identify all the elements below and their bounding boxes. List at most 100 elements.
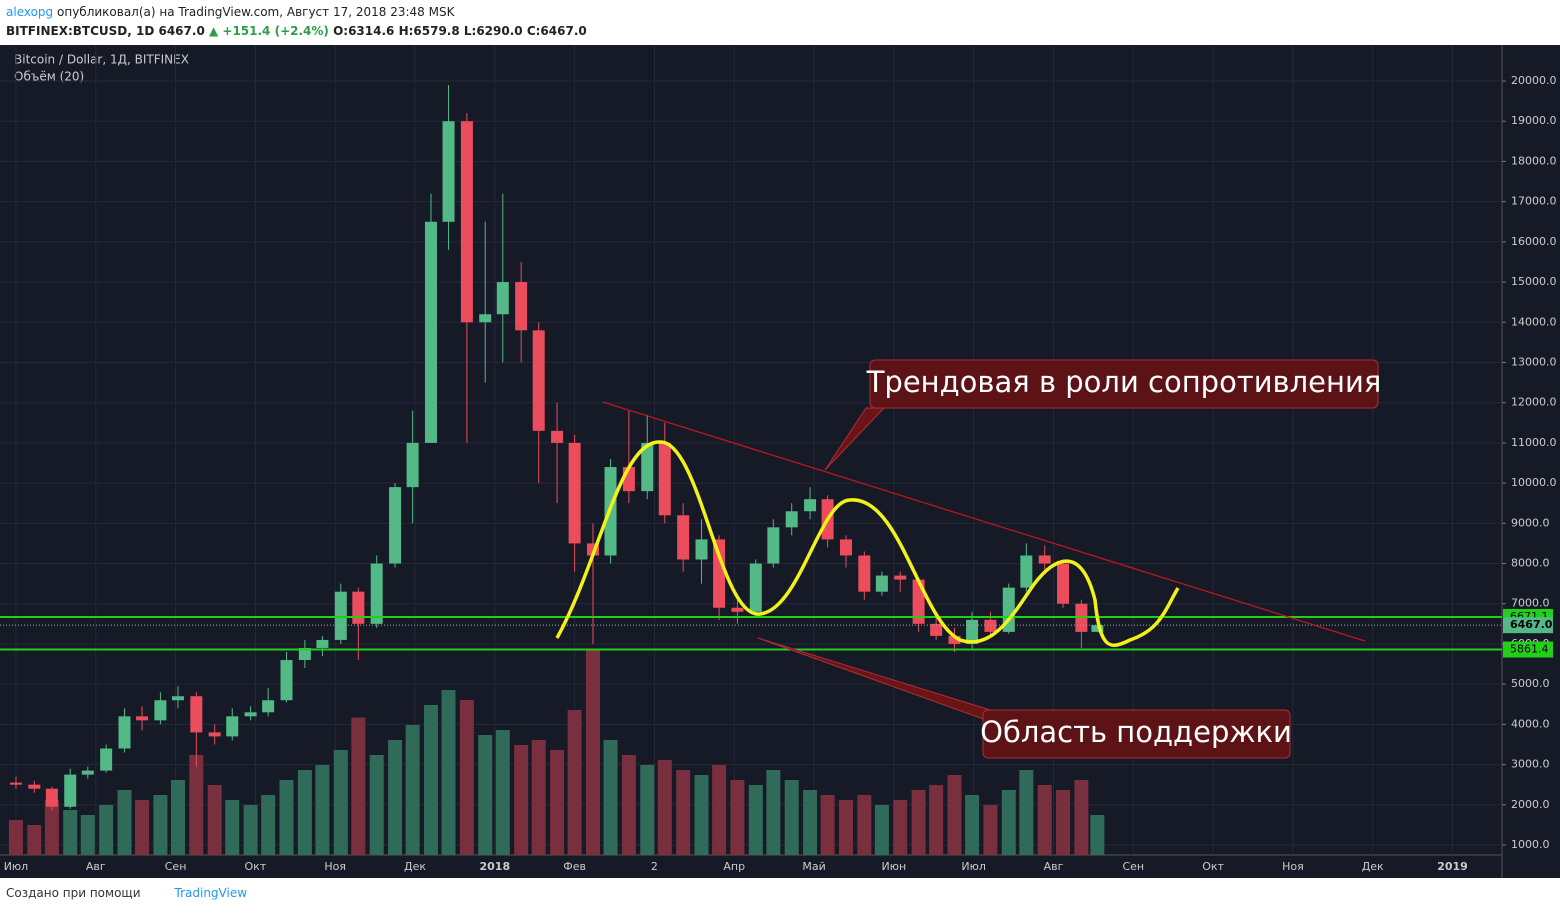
candle-body	[479, 314, 492, 323]
candle-body	[389, 487, 402, 564]
candle-body	[208, 732, 221, 737]
x-tick-label: Сен	[1122, 860, 1144, 873]
published: опубликовал(а) на TradingView.com, Авгус…	[57, 5, 455, 19]
x-tick-label: 2	[651, 860, 658, 873]
x-tick-label: Июн	[882, 860, 907, 873]
candle-body	[658, 442, 671, 516]
volume-bar	[929, 785, 944, 855]
candle-body	[1057, 563, 1070, 604]
candle-body	[442, 121, 455, 222]
x-tick-label: Авг	[1044, 860, 1064, 873]
x-tick-label: 2018	[480, 860, 511, 873]
y-tick-label: 5000.0	[1511, 677, 1550, 690]
volume-bar	[1037, 785, 1052, 855]
volume-bar	[1019, 770, 1034, 855]
candle-body	[1038, 555, 1051, 564]
candle-body	[731, 607, 744, 612]
candle-body	[424, 221, 437, 443]
volume-bar	[947, 775, 962, 855]
y-tick-label: 4000.0	[1511, 717, 1550, 730]
x-tick-label: Авг	[86, 860, 106, 873]
volume-bar	[153, 795, 168, 855]
volume-bar	[63, 810, 78, 855]
y-tick-label: 18000.0	[1511, 154, 1557, 167]
volume-bar	[874, 805, 889, 855]
price-tag-label: 6467.0	[1510, 618, 1553, 631]
annotation: Область поддержки	[980, 715, 1292, 749]
candle-body	[1020, 555, 1033, 588]
volume-bar	[261, 795, 276, 855]
volume-bar	[803, 790, 818, 855]
volume-bar	[657, 760, 672, 855]
volume-bar	[243, 805, 258, 855]
annotation: Трендовая в роли сопротивления	[866, 365, 1382, 399]
ohlc: O:6314.6 H:6579.8 L:6290.0 C:6467.0	[333, 24, 587, 38]
chart-bg	[0, 45, 1560, 878]
y-tick-label: 7000.0	[1511, 597, 1550, 610]
volume-bar	[189, 755, 204, 855]
volume-bar	[567, 710, 582, 855]
trend-line	[602, 401, 1366, 642]
volume-bar	[784, 780, 799, 855]
volume-bar	[893, 800, 908, 855]
candle-body	[298, 647, 311, 661]
candle-body	[875, 575, 888, 592]
y-tick-label: 11000.0	[1511, 436, 1557, 449]
change: ▲ +151.4 (+2.4%)	[208, 24, 329, 38]
volume-bar	[117, 790, 132, 855]
candle-body	[839, 539, 852, 556]
candle-body	[406, 442, 419, 488]
volume-bar	[459, 700, 474, 855]
candle-body	[930, 623, 943, 636]
y-tick-label: 8000.0	[1511, 557, 1550, 570]
hand-drawn-curve	[555, 440, 1180, 647]
x-tick-label: Дек	[1362, 860, 1384, 873]
footer: Создано при помощи TradingView	[6, 886, 247, 900]
candle-body	[460, 121, 473, 323]
volume-bar	[857, 795, 872, 855]
candle-body	[532, 330, 545, 431]
last: 6467.0	[158, 24, 205, 38]
x-tick-label: 2019	[1437, 860, 1468, 873]
x-tick-label: Ноя	[1282, 860, 1304, 873]
candle-body	[749, 563, 762, 612]
volume-bar	[351, 717, 366, 855]
y-tick-label: 1000.0	[1511, 838, 1550, 851]
y-tick-label: 10000.0	[1511, 476, 1557, 489]
volume-bar	[603, 740, 618, 855]
candle-body	[551, 430, 564, 443]
volume-bar	[135, 800, 150, 855]
candle-body	[894, 575, 907, 580]
volume-bar	[1056, 790, 1071, 855]
volume-bar	[297, 770, 312, 855]
volume-bar	[965, 795, 980, 855]
volume-bar	[1090, 815, 1105, 855]
y-tick-label: 14000.0	[1511, 315, 1557, 328]
price-tag-label: 5861.4	[1510, 643, 1549, 656]
volume-bar	[441, 690, 456, 855]
made-with: Создано при помощи	[6, 886, 141, 900]
volume-bar	[585, 650, 600, 855]
candle-body	[118, 716, 131, 749]
x-tick-label: Сен	[165, 860, 187, 873]
candle-body	[171, 696, 184, 701]
volume-bar	[1001, 790, 1016, 855]
brand[interactable]: TradingView	[174, 886, 248, 900]
candle-body	[984, 619, 997, 632]
candle-body	[966, 619, 979, 644]
volume-bar	[766, 770, 781, 855]
y-tick-label: 9000.0	[1511, 516, 1550, 529]
candle-body	[352, 591, 365, 624]
candle-body	[785, 511, 798, 528]
candle-body	[45, 788, 58, 807]
price-tag	[1503, 641, 1553, 658]
volume-bar	[315, 765, 330, 855]
candle-body	[244, 712, 257, 717]
candle-body	[1091, 625, 1104, 632]
volume-bar	[225, 800, 240, 855]
callout-box	[869, 359, 1379, 409]
volume-bar	[99, 805, 114, 855]
volume-bar	[405, 725, 420, 855]
x-tick-label: Окт	[245, 860, 267, 873]
